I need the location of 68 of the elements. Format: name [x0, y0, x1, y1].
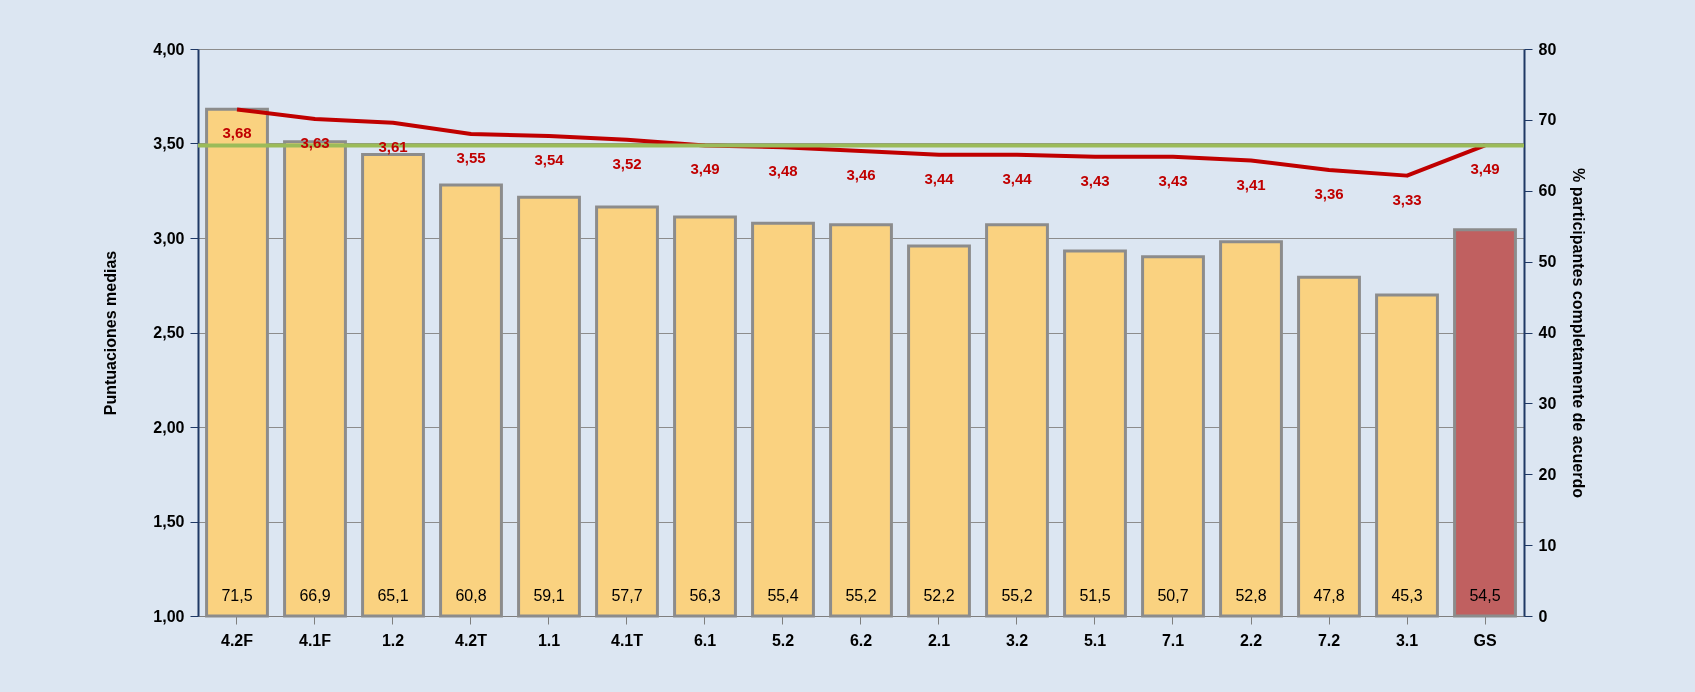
- data-label: 3,68: [222, 124, 252, 142]
- y2-tick-label: 20: [1538, 465, 1557, 483]
- data-label: 55,2: [845, 587, 877, 604]
- data-label: 55,2: [1001, 587, 1033, 604]
- y-tick-label: 1,00: [153, 607, 185, 625]
- x-tick-label: 6.2: [849, 631, 873, 649]
- data-label: 3,55: [456, 149, 486, 167]
- x-tick-label: 5.2: [771, 631, 795, 649]
- data-label: 50,7: [1157, 587, 1189, 604]
- x-tick-label: 1.2: [381, 631, 405, 649]
- data-label: 60,8: [455, 587, 487, 604]
- x-tick-label: 1.1: [537, 631, 561, 649]
- data-label: 51,5: [1079, 587, 1111, 604]
- y2-axis-title: % participantes completamente de acuerdo: [1570, 168, 1588, 499]
- y-tick-label: 3,50: [153, 135, 185, 152]
- y-tick-label: 1,50: [153, 513, 185, 530]
- x-tick-label: 6.1: [693, 631, 717, 649]
- x-tick-label: 4.1F: [298, 631, 332, 649]
- y2-tick-label: 0: [1538, 607, 1548, 625]
- data-label: 3,36: [1314, 184, 1344, 202]
- data-label: 3,54: [534, 150, 565, 168]
- y2-tick-label: 80: [1538, 40, 1557, 58]
- x-tick-label: 7.2: [1317, 631, 1341, 649]
- x-tick-label: 2.2: [1239, 631, 1263, 649]
- x-tick-label: 3.2: [1005, 631, 1029, 649]
- data-label: 52,8: [1235, 587, 1267, 604]
- data-label: 3,49: [690, 160, 720, 178]
- data-label: 52,2: [923, 587, 955, 604]
- x-tick-label: 2.1: [927, 631, 951, 649]
- data-label: 56,3: [689, 587, 721, 604]
- data-label: 45,3: [1391, 587, 1423, 604]
- y2-tick-label: 70: [1538, 111, 1557, 129]
- data-label: 3,43: [1080, 171, 1110, 189]
- x-tick-label: 5.1: [1083, 631, 1107, 649]
- y-tick-label: 3,00: [153, 229, 185, 247]
- x-tick-label: 4.1T: [610, 631, 644, 649]
- data-label: 3,43: [1158, 171, 1188, 189]
- data-label: 3,44: [1002, 169, 1033, 187]
- y-tick-label: 4,00: [153, 40, 185, 58]
- data-label: 3,49: [1470, 160, 1500, 178]
- data-label: 65,1: [377, 587, 409, 604]
- data-label: 3,33: [1392, 190, 1422, 208]
- y-tick-label: 2,50: [153, 324, 185, 341]
- x-tick-label: 7.1: [1161, 631, 1185, 649]
- data-label: 59,1: [533, 587, 565, 604]
- data-label: 3,48: [768, 162, 798, 180]
- x-tick-label: 4.2F: [220, 631, 254, 649]
- y2-tick-label: 60: [1538, 182, 1557, 200]
- data-label: 3,46: [846, 166, 876, 184]
- data-label: 71,5: [221, 587, 253, 604]
- data-label: 3,61: [378, 137, 408, 155]
- data-label: 3,41: [1236, 175, 1266, 193]
- x-tick-label: 3.1: [1395, 631, 1419, 649]
- x-tick-label: 4.2T: [454, 631, 488, 649]
- data-label: 47,8: [1313, 587, 1345, 604]
- data-label: 55,4: [767, 587, 799, 604]
- data-label: 3,52: [612, 154, 642, 172]
- y-tick-label: 2,00: [153, 418, 185, 436]
- y2-tick-label: 50: [1538, 253, 1557, 271]
- y2-tick-label: 30: [1538, 394, 1557, 412]
- x-tick-label: GS: [1473, 631, 1497, 649]
- data-label: 57,7: [611, 587, 643, 604]
- y-axis-title: Puntuaciones medias: [102, 250, 120, 416]
- y2-tick-label: 40: [1538, 324, 1557, 341]
- y2-tick-label: 10: [1538, 536, 1557, 554]
- data-label: 66,9: [299, 587, 331, 604]
- data-label: 54,5: [1469, 587, 1501, 604]
- data-label: 3,44: [924, 169, 955, 187]
